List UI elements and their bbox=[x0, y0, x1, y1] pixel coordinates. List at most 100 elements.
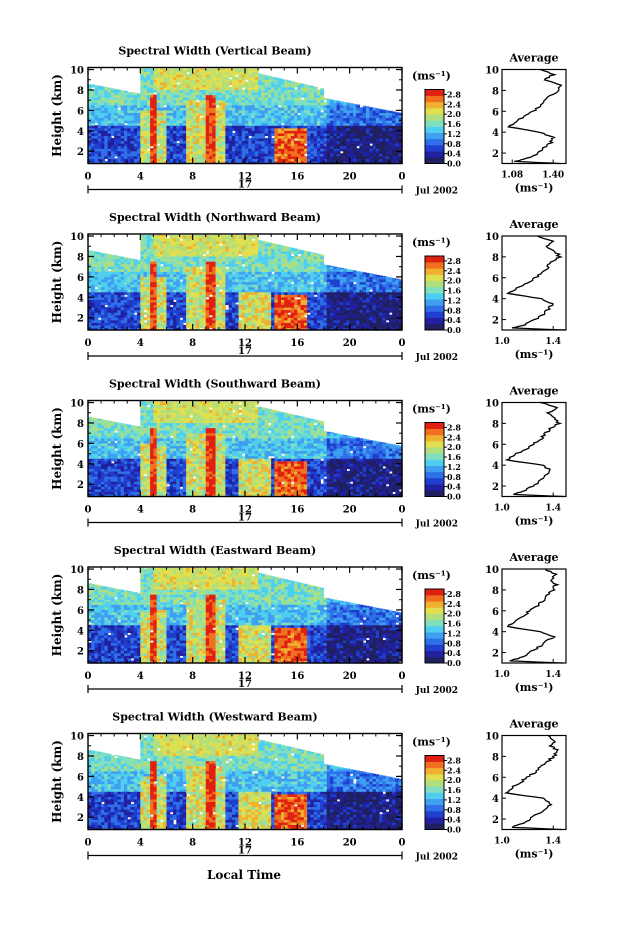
heatmap-cell bbox=[166, 107, 171, 111]
heatmap-cell bbox=[258, 153, 262, 157]
heatmap-cell bbox=[313, 112, 318, 116]
heatmap-cell bbox=[133, 104, 138, 108]
heatmap-cell bbox=[258, 122, 262, 126]
heatmap-cell bbox=[284, 160, 289, 165]
heatmap-cell bbox=[163, 289, 168, 293]
heatmap-cell bbox=[123, 137, 128, 142]
heatmap-cell bbox=[150, 140, 155, 144]
heatmap-cell bbox=[137, 140, 141, 144]
heatmap-cell bbox=[251, 158, 256, 162]
heatmap-cell bbox=[330, 125, 334, 129]
heatmap-cell bbox=[209, 125, 213, 129]
heatmap-cell bbox=[186, 104, 190, 108]
heatmap-cell bbox=[228, 104, 233, 108]
heatmap-cell bbox=[169, 266, 174, 270]
heatmap-cell bbox=[91, 309, 96, 313]
heatmap-cell bbox=[346, 145, 351, 149]
heatmap-cell bbox=[179, 127, 184, 131]
heatmap-cell bbox=[88, 250, 92, 254]
heatmap-cell bbox=[163, 155, 168, 159]
heatmap-cell bbox=[153, 238, 158, 242]
heatmap-cell bbox=[238, 94, 243, 98]
heatmap-cell bbox=[140, 307, 145, 311]
heatmap-cell bbox=[91, 314, 96, 318]
heatmap-cell bbox=[245, 153, 249, 157]
heatmap-cell bbox=[385, 145, 390, 149]
heatmap-cell bbox=[225, 86, 230, 91]
heatmap-cell bbox=[146, 135, 151, 139]
heatmap-cell bbox=[235, 122, 240, 126]
heatmap-cell bbox=[241, 278, 246, 283]
heatmap-cell bbox=[186, 268, 190, 272]
heatmap-cell bbox=[258, 102, 262, 106]
heatmap-cell bbox=[225, 84, 230, 88]
average-y-tick-label: 2 bbox=[492, 149, 499, 160]
heatmap-cell bbox=[146, 99, 151, 103]
heatmap-cell bbox=[110, 122, 115, 126]
heatmap-cell bbox=[107, 278, 112, 283]
heatmap-cell bbox=[202, 89, 207, 93]
heatmap-cell bbox=[343, 120, 347, 124]
heatmap-cell bbox=[110, 281, 115, 285]
heatmap-cell bbox=[176, 289, 181, 293]
heatmap-cell bbox=[173, 284, 177, 288]
heatmap-cell bbox=[248, 89, 253, 93]
heatmap-cell bbox=[222, 125, 226, 129]
heatmap-cell bbox=[248, 125, 253, 129]
heatmap-cell bbox=[189, 69, 194, 73]
heatmap-cell bbox=[179, 160, 184, 165]
heatmap-cell bbox=[209, 319, 213, 323]
heatmap-cell bbox=[330, 104, 334, 108]
heatmap-cell bbox=[176, 248, 181, 252]
heatmap-cell bbox=[202, 102, 207, 106]
heatmap-cell bbox=[212, 127, 217, 131]
heatmap-cell bbox=[173, 145, 177, 149]
heatmap-cell bbox=[248, 291, 253, 295]
heatmap-cell bbox=[212, 71, 217, 75]
heatmap-cell bbox=[241, 89, 246, 93]
heatmap-cell bbox=[375, 132, 380, 137]
heatmap-cell bbox=[88, 107, 92, 111]
heatmap-cell bbox=[123, 312, 128, 316]
heatmap-cell bbox=[225, 99, 230, 103]
heatmap-cell bbox=[225, 235, 230, 237]
heatmap-cell bbox=[349, 125, 354, 129]
heatmap-cell bbox=[248, 281, 253, 285]
heatmap-cell bbox=[202, 148, 207, 152]
heatmap-cell bbox=[238, 266, 243, 270]
heatmap-cell bbox=[218, 69, 223, 73]
heatmap-cell bbox=[153, 324, 158, 329]
heatmap-cell bbox=[245, 130, 249, 134]
heatmap-cell bbox=[235, 307, 240, 311]
heatmap-cell bbox=[369, 160, 374, 165]
heatmap-cell bbox=[176, 114, 181, 119]
heatmap-cell bbox=[182, 309, 187, 313]
heatmap-cell bbox=[267, 97, 272, 101]
heatmap-cell bbox=[277, 99, 282, 103]
heatmap-cell bbox=[326, 112, 331, 116]
heatmap-cell bbox=[222, 261, 226, 265]
heatmap-cell bbox=[120, 112, 125, 116]
heatmap-cell bbox=[143, 135, 148, 139]
heatmap-cell bbox=[186, 243, 190, 247]
heatmap-cell bbox=[192, 117, 197, 121]
heatmap-cell bbox=[316, 145, 321, 149]
heatmap-cell bbox=[225, 240, 230, 244]
heatmap-cell bbox=[290, 84, 295, 88]
heatmap-cell bbox=[114, 294, 119, 298]
heatmap-cell bbox=[209, 250, 213, 254]
heatmap-cell bbox=[212, 261, 217, 265]
heatmap-cell bbox=[117, 114, 122, 119]
heatmap-cell bbox=[117, 150, 122, 154]
heatmap-cell bbox=[225, 125, 230, 129]
heatmap-cell bbox=[179, 271, 184, 275]
heatmap-cell bbox=[107, 87, 112, 91]
heatmap-cell bbox=[150, 81, 155, 85]
heatmap-cell bbox=[254, 109, 259, 114]
heatmap-cell bbox=[366, 145, 370, 149]
heatmap-cell bbox=[205, 155, 210, 159]
heatmap-cell bbox=[153, 266, 158, 270]
heatmap-cell bbox=[179, 150, 184, 154]
heatmap-cell bbox=[127, 301, 132, 306]
heatmap-cell bbox=[225, 278, 230, 283]
